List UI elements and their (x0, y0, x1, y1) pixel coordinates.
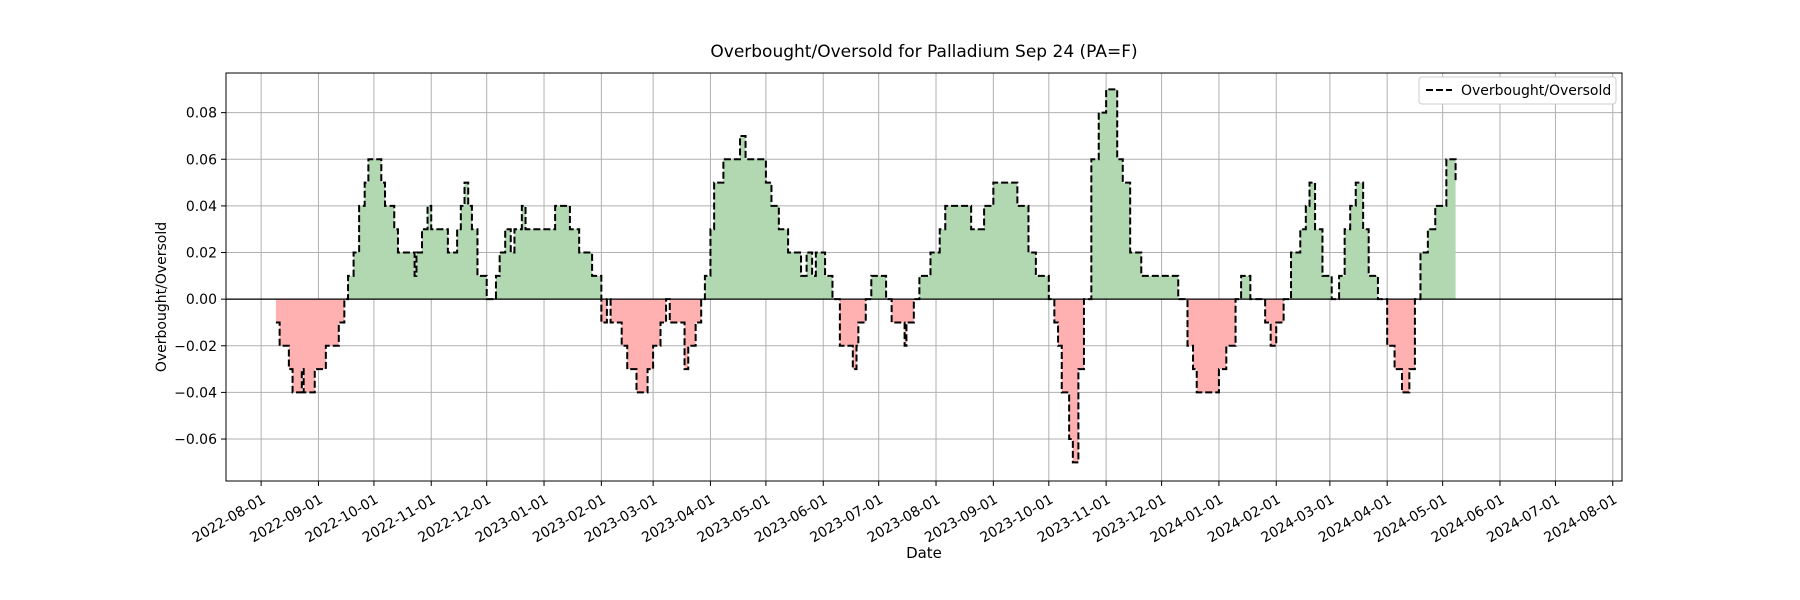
plot-frame (225, 72, 1623, 482)
y-tick-label: −0.02 (174, 339, 217, 355)
legend-box (1418, 76, 1617, 105)
oversold-area (1054, 299, 1084, 463)
oversold-area (610, 299, 667, 393)
y-tick-label: −0.04 (174, 385, 217, 401)
overbought-area (1420, 159, 1456, 300)
overbought-area (871, 275, 887, 300)
series-line-overbought-oversold (275, 88, 1457, 464)
oversold-area (1387, 299, 1415, 393)
plot-area (225, 72, 1623, 482)
legend-entry-label: Overbought/Oversold (1461, 83, 1611, 99)
x-axis-label: Date (906, 544, 942, 562)
overbought-area (348, 159, 487, 300)
legend: Overbought/Oversold (1418, 76, 1617, 105)
y-axis-ticks: 0.08 0.06 0.04 0.02 0.00 −0.02 −0.04 −0.06 (174, 106, 226, 448)
y-tick-label: 0.04 (186, 199, 217, 215)
oversold-area (891, 299, 914, 346)
overbought-area (1091, 89, 1179, 300)
oversold-area (839, 299, 866, 370)
area-fills (275, 89, 1456, 463)
overbought-area (1241, 275, 1251, 300)
oversold-area (1187, 299, 1236, 393)
y-tick-label: 0.02 (186, 246, 217, 262)
oversold-area (601, 299, 607, 323)
overbought-area (1291, 182, 1332, 300)
y-tick-label: 0.00 (186, 292, 217, 308)
oversold-area (1265, 299, 1284, 346)
chart-title: Overbought/Oversold for Palladium Sep 24… (710, 42, 1137, 62)
y-tick-label: 0.06 (186, 152, 217, 168)
overbought-area (919, 182, 1049, 300)
y-tick-label: 0.08 (186, 106, 217, 122)
overbought-area (704, 135, 833, 300)
y-tick-label: −0.06 (174, 432, 217, 448)
x-axis-ticks: 2022-08-012022-09-012022-10-012022-11-01… (190, 481, 1620, 546)
y-axis-label: Overbought/Oversold (154, 222, 170, 372)
